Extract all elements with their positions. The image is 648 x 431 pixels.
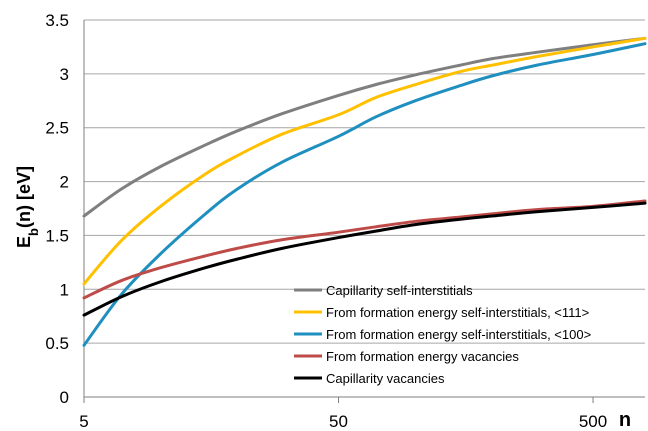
y-tick-label: 3.5 [45,11,69,30]
axes [83,20,645,403]
y-axis-label-rest: (n) [eV] [14,166,34,228]
y-tick-label: 2.5 [45,119,69,138]
grid-lines [84,19,645,344]
legend-entry-label: From formation energy vacancies [326,349,519,364]
x-tick-label: 50 [329,412,348,431]
series-line [82,36,647,218]
x-tick-label: 5 [79,412,88,431]
series-line [82,42,647,347]
x-axis-label: n [619,409,631,431]
x-tick-labels: 5 50 500 [79,412,607,431]
legend-entry-label: Capillarity vacancies [326,371,445,386]
legend-entry-label: Capillarity self-interstitials [326,283,473,298]
y-axis-label-subscript: b [26,228,41,236]
y-tick-label: 1 [60,280,69,299]
y-axis-label-main: E [14,236,34,248]
y-tick-label: 2 [60,173,69,192]
y-tick-label: 0.5 [45,334,69,353]
legend-entry-label: From formation energy self-interstitials… [326,327,591,342]
series-lines [82,36,647,347]
y-tick-label: 3 [60,65,69,84]
series-line [82,36,647,286]
legend-entry-label: From formation energy self-interstitials… [326,305,589,320]
series-line [82,201,647,317]
x-tick-label: 500 [579,412,607,431]
y-tick-label: 0 [60,388,69,407]
series-line [82,199,647,300]
y-tick-labels: 0 0.5 1 1.5 2 2.5 3 3.5 [45,11,69,407]
y-axis-label: Eb(n) [eV] [14,166,41,248]
legend: Capillarity self-interstitials From forma… [294,283,591,386]
y-tick-label: 1.5 [45,226,69,245]
